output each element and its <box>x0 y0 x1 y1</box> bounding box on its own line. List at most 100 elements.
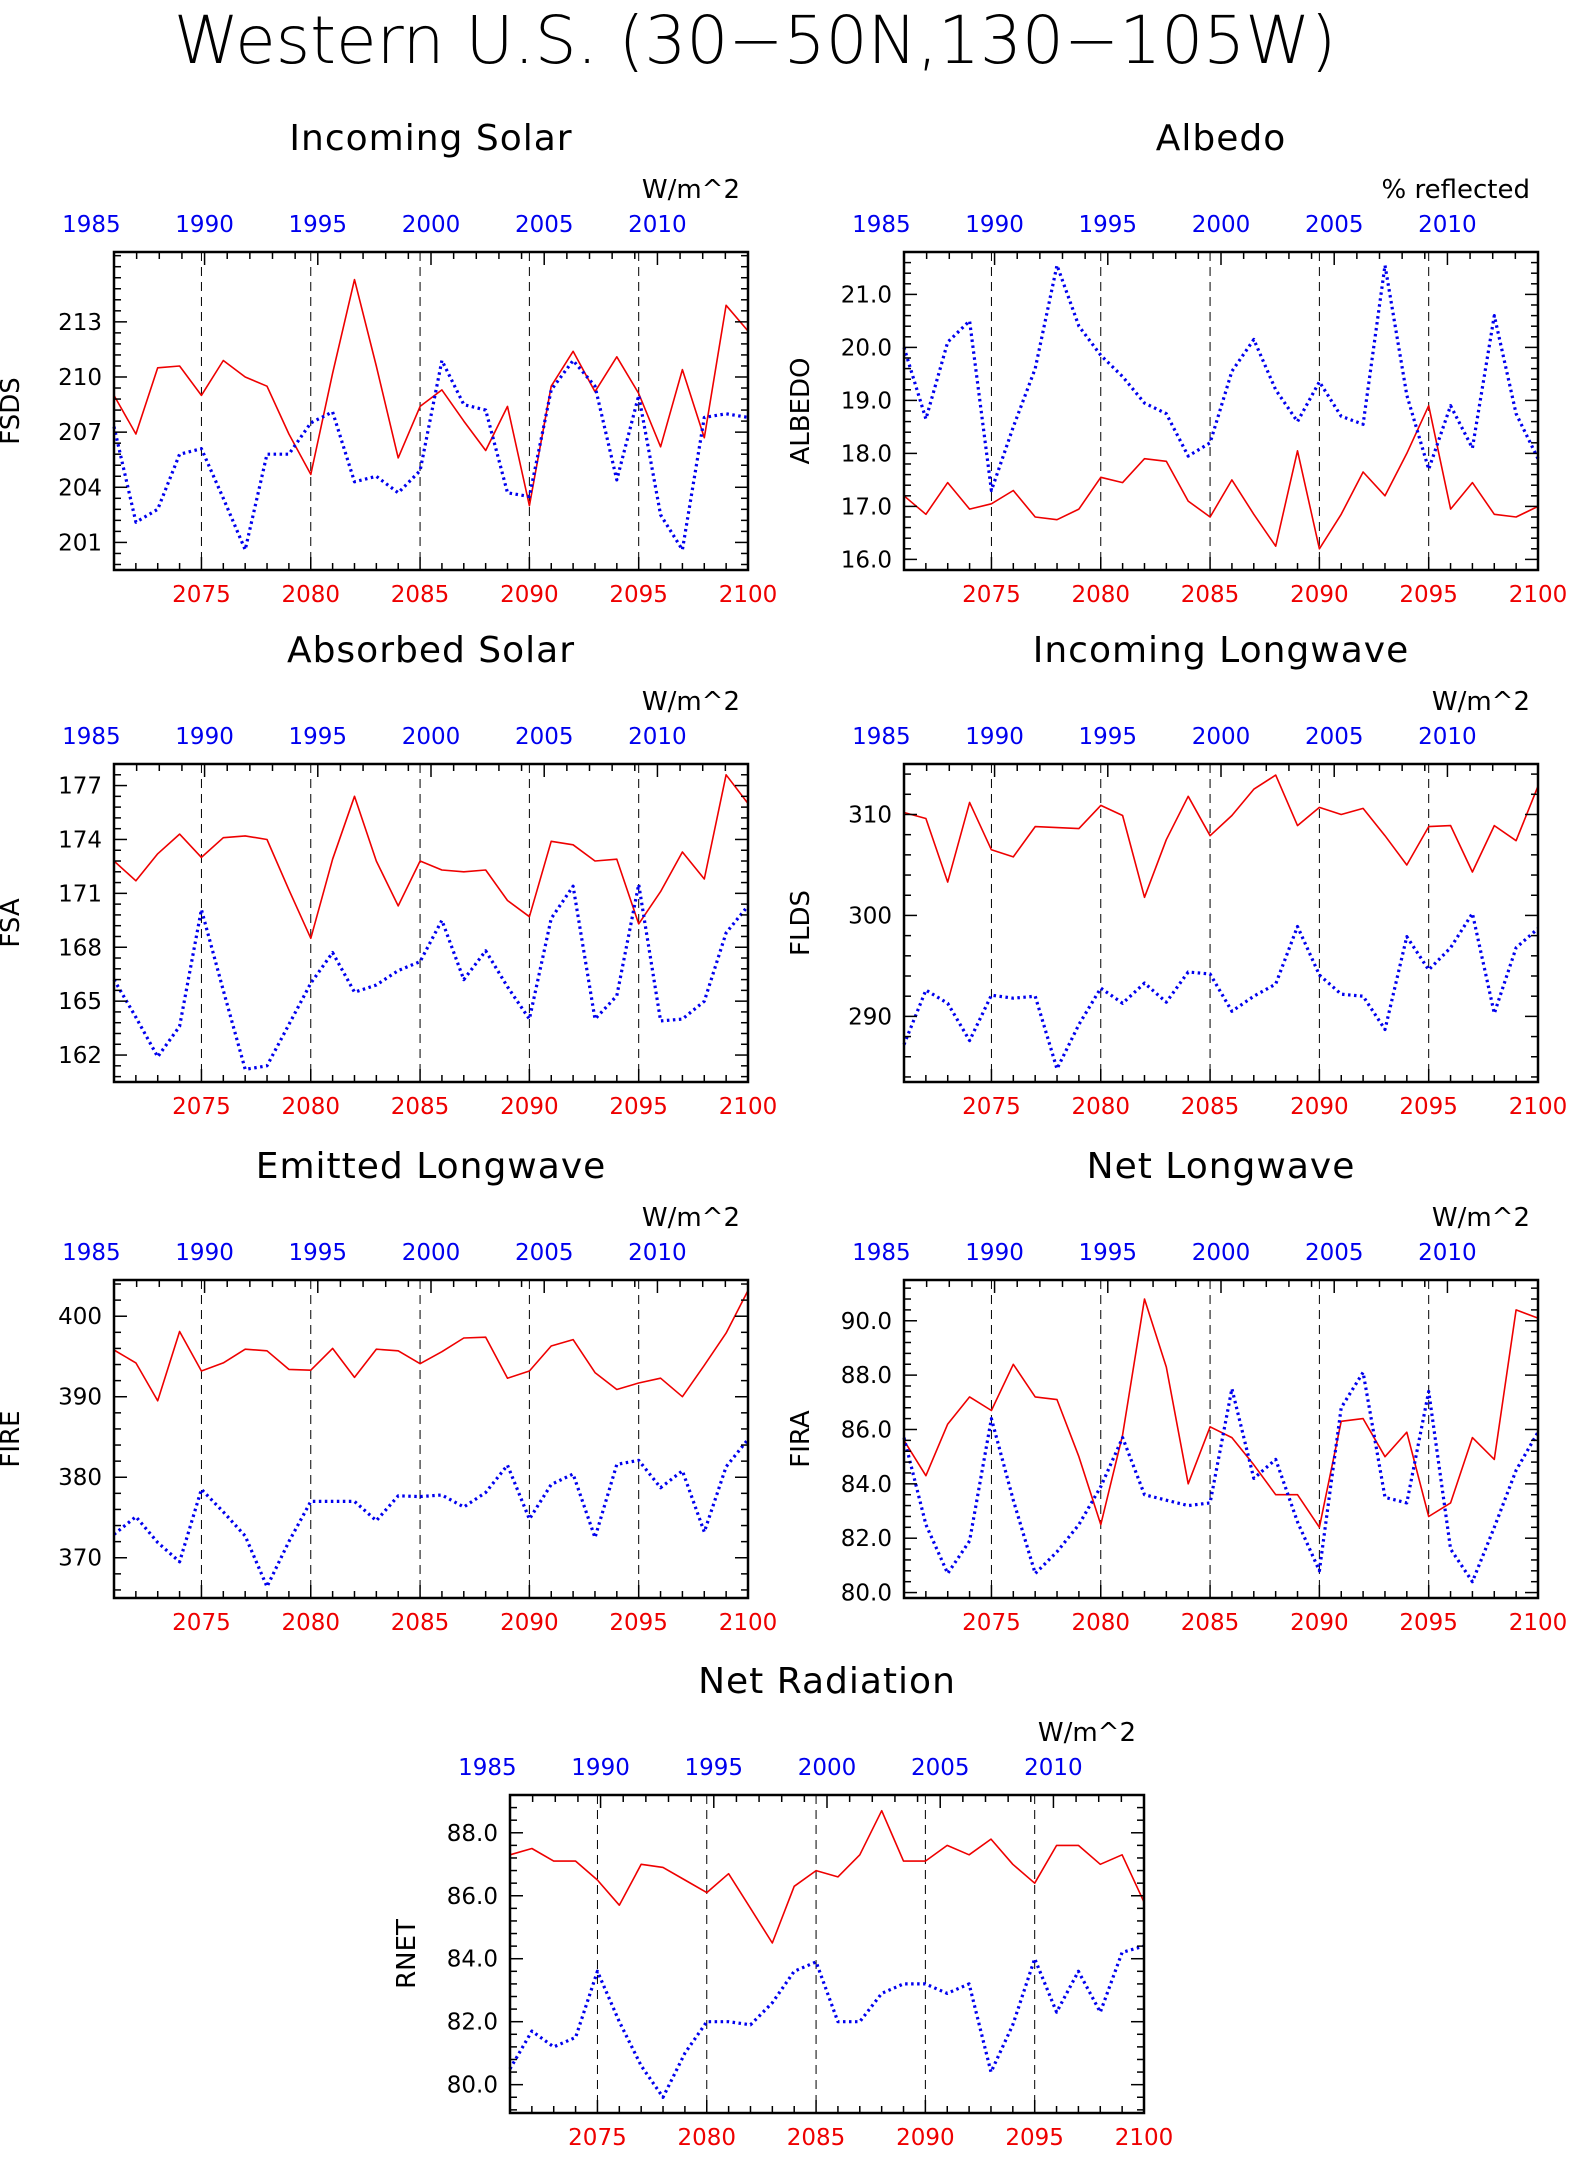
blue-series-line <box>112 1438 750 1589</box>
figure-title: Western U.S. (30−50N,130−105W) <box>174 2 1336 79</box>
x-top-tick-label: 2000 <box>402 1240 461 1266</box>
x-top-tick-label: 2005 <box>1305 1240 1364 1266</box>
x-bottom-tick-label: 2090 <box>896 2125 955 2151</box>
red-series-line <box>113 773 749 940</box>
units-label: W/m^2 <box>642 1203 740 1233</box>
x-bottom-tick-label: 2095 <box>609 582 668 608</box>
chart-panel: Incoming Solar W/m^2 2075 2080 2085 2090 2095 2… <box>0 118 777 608</box>
x-top-tick-label: 2000 <box>402 724 461 750</box>
y-tick-label: 80.0 <box>841 1581 892 1607</box>
units-label: W/m^2 <box>1038 1718 1136 1748</box>
y-tick-label: 88.0 <box>841 1363 892 1389</box>
x-bottom-tick-label: 2085 <box>391 1094 450 1120</box>
x-bottom-tick-label: 2075 <box>172 582 231 608</box>
x-top-tick-label: 1995 <box>289 1240 348 1266</box>
red-series-line <box>903 774 1539 899</box>
x-bottom-tick-label: 2090 <box>1290 1610 1349 1636</box>
units-label: W/m^2 <box>642 175 740 205</box>
red-series-line <box>903 404 1539 550</box>
y-tick-label: 21.0 <box>841 282 892 308</box>
x-top-tick-label: 2005 <box>1305 212 1364 238</box>
panel-title: Net Radiation <box>698 1661 956 1702</box>
x-top-tick-label: 1985 <box>62 212 121 238</box>
x-bottom-tick-label: 2095 <box>609 1610 668 1636</box>
x-bottom-tick-label: 2095 <box>1399 582 1458 608</box>
y-tick-label: 17.0 <box>841 494 892 520</box>
x-top-tick-label: 2005 <box>515 724 574 750</box>
x-bottom-tick-label: 2080 <box>281 1094 340 1120</box>
blue-series-line <box>902 911 1540 1071</box>
plot-frame <box>112 1278 750 1600</box>
x-top-tick-label: 1985 <box>852 1240 911 1266</box>
panel-title: Net Longwave <box>1087 1146 1356 1187</box>
x-bottom-tick-label: 2075 <box>962 1094 1021 1120</box>
x-bottom-tick-label: 2080 <box>1071 1094 1130 1120</box>
panel-title: Incoming Solar <box>289 118 572 159</box>
x-top-tick-label: 2010 <box>1024 1755 1083 1781</box>
x-top-tick-label: 1985 <box>62 1240 121 1266</box>
chart-panel: Albedo % reflected 2075 2080 2085 2090 2095 210… <box>786 118 1567 608</box>
y-tick-label: 82.0 <box>841 1526 892 1552</box>
x-bottom-tick-label: 2100 <box>719 1610 778 1636</box>
panel-title: Absorbed Solar <box>287 630 575 671</box>
y-tick-label: 168 <box>58 935 102 961</box>
panel-title: Albedo <box>1156 118 1287 159</box>
y-axis-label: FIRE <box>0 1410 26 1467</box>
x-top-tick-label: 1995 <box>1079 212 1138 238</box>
y-tick-label: 20.0 <box>841 335 892 361</box>
plot-frame <box>902 762 1540 1084</box>
y-tick-label: 207 <box>58 420 102 446</box>
units-label: W/m^2 <box>642 687 740 717</box>
x-bottom-tick-label: 2080 <box>281 582 340 608</box>
y-tick-label: 90.0 <box>841 1309 892 1335</box>
x-top-tick-label: 1985 <box>852 724 911 750</box>
y-tick-label: 162 <box>58 1043 102 1069</box>
x-bottom-tick-label: 2095 <box>1399 1610 1458 1636</box>
chart-panel: Net Radiation W/m^2 2075 2080 2085 2090 2095 21… <box>392 1661 1173 2151</box>
x-bottom-tick-label: 2090 <box>500 1610 559 1636</box>
y-tick-label: 80.0 <box>447 2073 498 2099</box>
x-bottom-tick-label: 2095 <box>609 1094 668 1120</box>
plot-frame <box>112 762 750 1084</box>
x-top-tick-label: 1985 <box>852 212 911 238</box>
red-series-line <box>903 1298 1539 1529</box>
y-tick-label: 88.0 <box>447 1821 498 1847</box>
x-top-tick-label: 1985 <box>62 724 121 750</box>
x-bottom-tick-label: 2075 <box>962 1610 1021 1636</box>
x-top-tick-label: 2010 <box>628 1240 687 1266</box>
x-bottom-tick-label: 2085 <box>391 1610 450 1636</box>
blue-series-line <box>902 263 1540 493</box>
x-top-tick-label: 1995 <box>685 1755 744 1781</box>
blue-series-line <box>112 358 749 552</box>
x-bottom-tick-label: 2075 <box>172 1094 231 1120</box>
x-bottom-tick-label: 2085 <box>787 2125 846 2151</box>
x-bottom-tick-label: 2080 <box>1071 1610 1130 1636</box>
x-top-tick-label: 1995 <box>1079 1240 1138 1266</box>
y-tick-label: 165 <box>58 989 102 1015</box>
units-label: % reflected <box>1382 175 1530 205</box>
y-tick-label: 201 <box>58 530 102 556</box>
y-tick-label: 310 <box>848 802 892 828</box>
x-bottom-tick-label: 2090 <box>500 1094 559 1120</box>
x-top-tick-label: 2000 <box>1192 1240 1251 1266</box>
blue-series-line <box>508 1944 1145 2099</box>
x-bottom-tick-label: 2085 <box>391 582 450 608</box>
x-bottom-tick-label: 2090 <box>500 582 559 608</box>
x-top-tick-label: 1995 <box>289 212 348 238</box>
red-series-line <box>509 1809 1145 1944</box>
x-bottom-tick-label: 2085 <box>1181 1094 1240 1120</box>
x-top-tick-label: 2000 <box>1192 212 1251 238</box>
x-top-tick-label: 2010 <box>1418 1240 1477 1266</box>
x-bottom-tick-label: 2100 <box>719 1094 778 1120</box>
x-top-tick-label: 1990 <box>965 1240 1024 1266</box>
x-top-tick-label: 1990 <box>175 1240 234 1266</box>
x-bottom-tick-label: 2080 <box>1071 582 1130 608</box>
y-axis-label: FIRA <box>786 1410 816 1468</box>
blue-series-line <box>112 882 750 1072</box>
units-label: W/m^2 <box>1432 687 1530 717</box>
chart-panel: Incoming Longwave W/m^2 2075 2080 2085 2090 20… <box>786 630 1567 1120</box>
y-tick-label: 82.0 <box>447 2010 498 2036</box>
x-top-tick-label: 1990 <box>175 724 234 750</box>
x-bottom-tick-label: 2095 <box>1005 2125 1064 2151</box>
